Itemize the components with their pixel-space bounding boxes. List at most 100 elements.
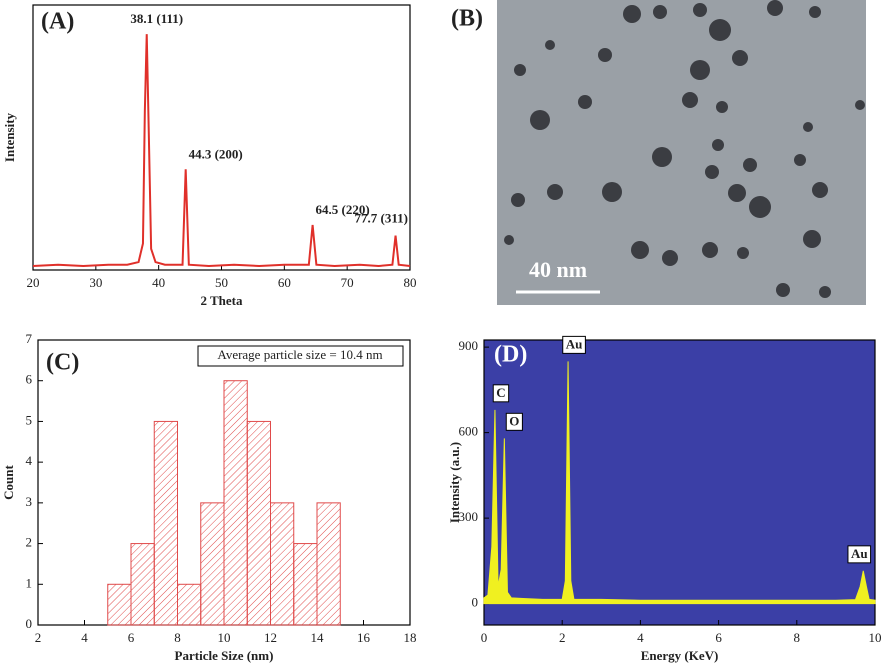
nanoparticle (705, 165, 719, 179)
x-tick-label: 18 (404, 630, 417, 645)
nanoparticle (812, 182, 828, 198)
panel-label: (C) (46, 350, 79, 376)
x-tick-label: 4 (637, 630, 644, 645)
peak-annotation: Au (851, 546, 868, 561)
nanoparticle (803, 122, 813, 132)
nanoparticle (514, 64, 526, 76)
x-axis-label: Particle Size (nm) (175, 648, 274, 663)
x-tick-label: 70 (341, 275, 354, 290)
histogram-bar (177, 583, 202, 626)
plot-frame (32, 4, 411, 271)
nanoparticle (767, 0, 783, 16)
scale-bar-label: 40 nm (529, 257, 587, 282)
nanoparticle (545, 40, 555, 50)
x-tick-label: 80 (404, 275, 417, 290)
nanoparticle (631, 241, 649, 259)
y-tick-label: 7 (26, 331, 33, 346)
panel-label: (B) (451, 6, 483, 32)
y-tick-label: 5 (26, 412, 33, 427)
panel-label: (A) (41, 9, 74, 35)
nanoparticle (598, 48, 612, 62)
tem-image (497, 0, 866, 305)
peak-annotation: 44.3 (200) (189, 146, 243, 161)
y-tick-label: 0 (472, 595, 479, 610)
histogram-bar (270, 502, 295, 626)
y-tick-label: 900 (459, 338, 479, 353)
peak-annotation-box (562, 335, 586, 354)
nanoparticle (803, 230, 821, 248)
histogram-bar (200, 502, 225, 626)
histogram-bar (153, 420, 178, 626)
x-tick-label: 20 (27, 275, 40, 290)
plot-background (484, 340, 875, 625)
annotation-box (197, 345, 404, 367)
nanoparticle (682, 92, 698, 108)
x-axis-label: Energy (KeV) (641, 648, 719, 663)
y-axis-label: Intensity (a.u.) (447, 442, 462, 523)
x-tick-label: 40 (152, 275, 165, 290)
histogram-bar (246, 420, 271, 626)
x-tick-label: 30 (89, 275, 102, 290)
line (32, 34, 411, 268)
x-tick-label: 8 (794, 630, 801, 645)
histogram-bar (293, 543, 318, 626)
nanoparticle (662, 250, 678, 266)
nanoparticle (547, 184, 563, 200)
x-tick-label: 0 (481, 630, 488, 645)
nanoparticle (776, 283, 790, 297)
y-tick-label: 300 (459, 509, 479, 524)
x-tick-label: 60 (278, 275, 291, 290)
peak-annotation-box (492, 384, 510, 403)
area (483, 361, 876, 605)
nanoparticle (749, 196, 771, 218)
nanoparticle (511, 193, 525, 207)
histogram-bar (130, 543, 155, 626)
x-tick-label: 6 (715, 630, 722, 645)
x-tick-label: 16 (357, 630, 371, 645)
annotation: Average particle size = 10.4 nm (217, 347, 382, 362)
peak-annotation: C (496, 385, 505, 400)
nanoparticle (578, 95, 592, 109)
x-axis-label: 2 Theta (200, 293, 243, 308)
x-tick-label: 8 (174, 630, 181, 645)
x-tick-label: 2 (559, 630, 566, 645)
nanoparticle (732, 50, 748, 66)
histogram-bar (107, 583, 132, 626)
nanoparticle (794, 154, 806, 166)
nanoparticle (602, 182, 622, 202)
x-tick-label: 10 (218, 630, 231, 645)
nanoparticle (504, 235, 514, 245)
y-tick-label: 600 (459, 424, 479, 439)
nanoparticle (623, 5, 641, 23)
histogram-bar (223, 380, 248, 626)
y-axis-label: Count (1, 464, 16, 499)
x-tick-label: 50 (215, 275, 228, 290)
peak-annotation-box (505, 412, 523, 431)
nanoparticle (702, 242, 718, 258)
nanoparticle (809, 6, 821, 18)
x-tick-label: 10 (869, 630, 882, 645)
x-tick-label: 4 (81, 630, 88, 645)
y-tick-label: 2 (26, 535, 33, 550)
y-tick-label: 4 (26, 453, 33, 468)
nanoparticle (653, 5, 667, 19)
panel-label: (D) (494, 342, 527, 368)
y-tick-label: 0 (26, 616, 33, 631)
nanoparticle (716, 101, 728, 113)
nanoparticle (693, 3, 707, 17)
nanoparticle (728, 184, 746, 202)
y-tick-label: 3 (26, 494, 33, 509)
nanoparticle (737, 247, 749, 259)
x-tick-label: 6 (128, 630, 135, 645)
nanoparticle (743, 158, 757, 172)
peak-annotation: O (509, 413, 519, 428)
x-tick-label: 14 (311, 630, 325, 645)
histogram-bar (316, 502, 341, 626)
nanoparticle (819, 286, 831, 298)
peak-annotation-box (847, 545, 872, 564)
peak-annotation: Au (566, 336, 583, 351)
y-axis-label: Intensity (2, 112, 17, 162)
nanoparticle (712, 139, 724, 151)
nanoparticle (530, 110, 550, 130)
